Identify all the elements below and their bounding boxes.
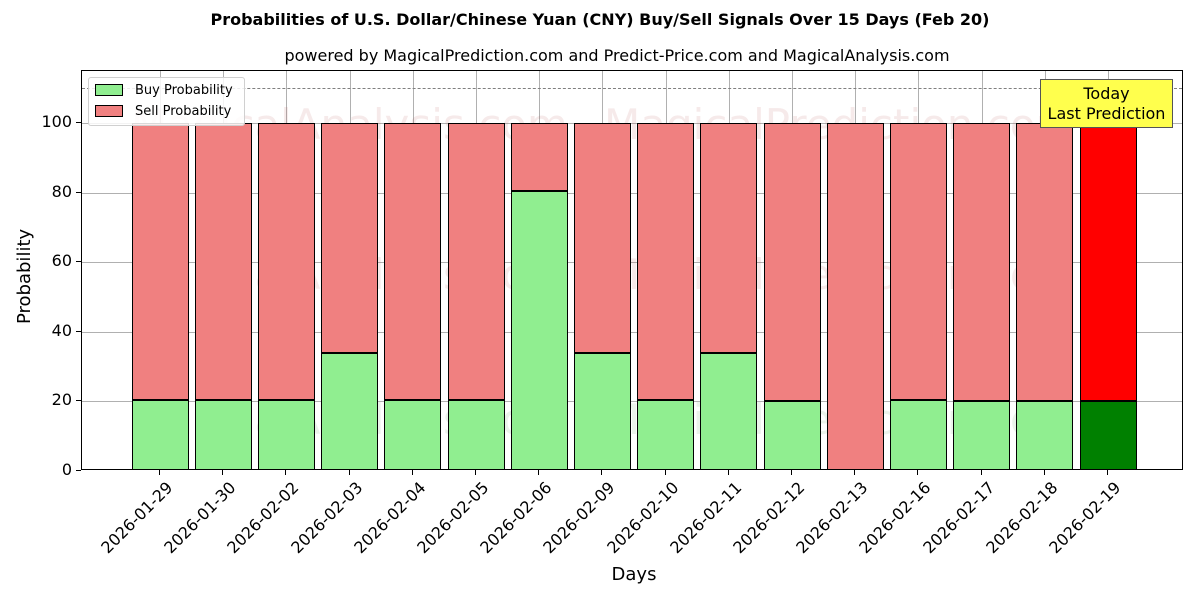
bar-buy	[763, 401, 821, 469]
y-tick-label: 20	[51, 390, 72, 410]
plot-area: MagicalAnalysis.comMagicalPrediction.com…	[81, 70, 1183, 470]
bar-sell	[637, 123, 695, 401]
x-tick	[475, 470, 476, 475]
y-tick	[76, 330, 81, 332]
y-tick-label: 80	[51, 181, 72, 201]
annotation-line-2: Last Prediction	[1047, 104, 1166, 123]
gridline-horizontal	[82, 123, 1182, 125]
x-tick	[222, 470, 224, 475]
bar-buy	[1079, 401, 1137, 469]
bar-buy	[637, 400, 695, 469]
bar-sell	[321, 123, 379, 353]
x-tick	[917, 470, 919, 475]
bar-buy	[384, 400, 442, 469]
legend: Buy Probability Sell Probability	[88, 77, 245, 126]
bar-buy	[573, 352, 631, 469]
x-tick	[411, 470, 413, 475]
bar-sell	[131, 123, 189, 401]
chart-subtitle: powered by MagicalPrediction.com and Pre…	[284, 46, 950, 65]
x-tick	[601, 470, 603, 475]
y-tick-label: 40	[51, 320, 72, 340]
bar-buy	[1016, 401, 1074, 469]
bar-sell	[889, 123, 947, 401]
y-tick	[76, 470, 81, 471]
y-tick-label: 0	[61, 460, 72, 479]
bar-sell	[953, 123, 1011, 402]
bar-buy	[510, 190, 568, 469]
x-axis-label: Days	[611, 564, 657, 585]
annotation-line-1: Today	[1083, 84, 1130, 103]
bar-sell	[1079, 123, 1137, 402]
legend-item-buy: Buy Probability	[95, 82, 233, 98]
bar-sell	[257, 123, 315, 401]
x-tick	[980, 470, 982, 475]
legend-item-sell: Sell Probability	[95, 103, 231, 119]
bar-buy	[889, 400, 947, 469]
y-tick	[76, 122, 81, 124]
bar-sell	[1016, 123, 1074, 402]
bar-sell	[510, 123, 568, 191]
y-tick	[76, 261, 81, 263]
x-tick	[664, 470, 666, 475]
bar-sell	[384, 123, 442, 401]
x-tick	[727, 470, 729, 475]
x-tick	[1107, 470, 1108, 475]
bar-buy	[194, 400, 252, 469]
legend-label-buy: Buy Probability	[135, 82, 233, 98]
x-tick	[285, 470, 287, 475]
bar-buy	[700, 352, 758, 469]
y-tick	[76, 400, 81, 402]
y-tick-label: 100	[41, 112, 72, 132]
sell-swatch-icon	[95, 105, 123, 117]
x-tick	[538, 470, 540, 475]
bar-sell	[194, 123, 252, 401]
bar-buy	[953, 401, 1011, 469]
x-tick	[791, 470, 792, 475]
x-tick	[348, 470, 350, 475]
gridline-horizontal	[82, 192, 1182, 194]
buy-swatch-icon	[95, 84, 123, 96]
bar-sell	[447, 123, 505, 401]
gridline-horizontal	[82, 262, 1182, 264]
bar-sell	[763, 123, 821, 402]
reference-line-110	[82, 88, 1182, 90]
gridline-horizontal	[82, 401, 1182, 403]
chart-title: Probabilities of U.S. Dollar/Chinese Yua…	[210, 10, 990, 29]
y-axis-label: Probability	[14, 228, 35, 324]
x-tick	[1043, 470, 1045, 475]
bar-sell	[573, 123, 631, 353]
bar-buy	[257, 400, 315, 469]
bar-buy	[131, 400, 189, 469]
bar-buy	[321, 352, 379, 469]
legend-label-sell: Sell Probability	[135, 103, 232, 119]
x-tick	[159, 470, 160, 475]
bar-sell	[700, 123, 758, 353]
today-annotation: Today Last Prediction	[1040, 79, 1173, 128]
bar-buy	[447, 400, 505, 469]
bar-sell	[826, 123, 884, 469]
gridline-horizontal	[82, 331, 1182, 333]
x-tick	[854, 470, 856, 475]
y-tick-label: 60	[51, 251, 72, 271]
y-tick	[76, 191, 81, 193]
